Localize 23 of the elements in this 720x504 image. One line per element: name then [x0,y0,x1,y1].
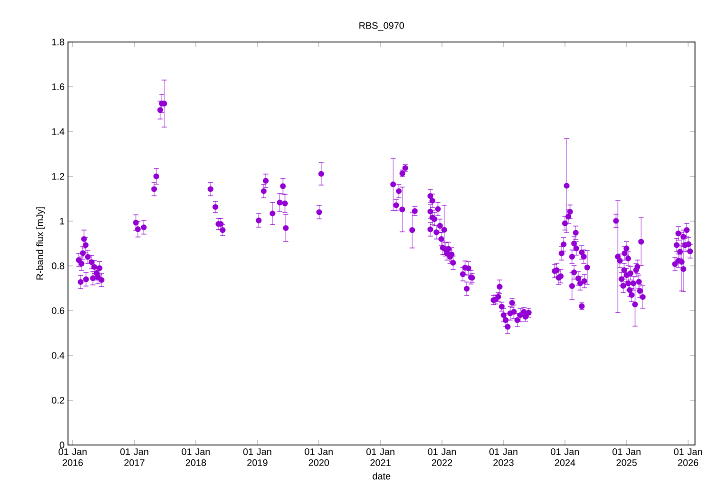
chart-title: RBS_0970 [359,22,404,31]
y-tick-label: 1.2 [52,173,64,180]
y-tick-label: 0.4 [52,352,64,359]
y-tick-label: 0 [60,442,64,448]
x-axis-title: date [372,472,390,480]
x-tick-label: 01 Jan 2023 [489,448,518,466]
y-tick-label: 0.6 [52,307,64,314]
x-tick-label: 01 Jan 2016 [58,448,87,466]
x-tick-label: 01 Jan 2024 [550,448,579,466]
y-tick-label: 0.2 [52,396,64,404]
y-tick-label: 1 [60,218,64,224]
x-tick-label: 01 Jan 2017 [120,448,148,466]
x-tick-label: 01 Jan 2019 [243,448,272,466]
x-tick-label: 01 Jan 2020 [304,448,333,466]
y-tick-label: 1.6 [52,83,64,90]
x-tick-label: 01 Jan 2025 [612,448,640,466]
x-tick-label: 01 Jan 2022 [428,448,456,466]
y-axis-title: R-band flux [mJy] [36,207,45,280]
y-tick-label: 1.4 [52,128,64,135]
y-tick-label: 1.8 [52,38,64,46]
x-tick-label: 01 Jan 2018 [182,448,210,466]
y-tick-label: 0.8 [52,262,64,270]
x-tick-label: 01 Jan 2026 [674,448,702,466]
